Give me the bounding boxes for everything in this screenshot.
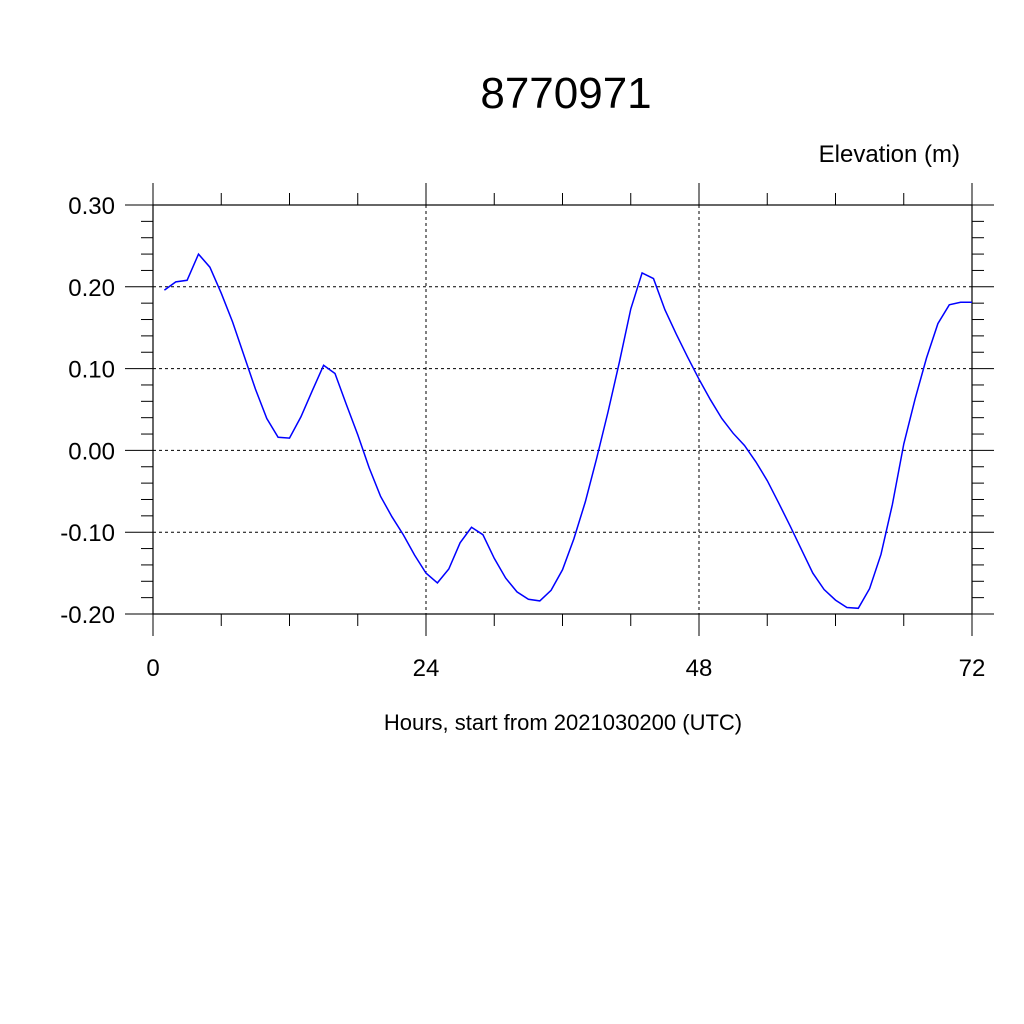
x-tick-labels: 0 24 48 72 — [146, 655, 985, 682]
y-tick-label: 0.20 — [68, 275, 115, 302]
y-tick-label: -0.20 — [60, 602, 115, 629]
plot-frame — [152, 204, 973, 615]
y-tick-label: -0.10 — [60, 520, 115, 547]
x-tick-label: 24 — [413, 655, 440, 682]
chart-title: 8770971 — [480, 69, 651, 118]
x-tick-label: 0 — [146, 655, 159, 682]
y-tick-label: 0.10 — [68, 357, 115, 384]
y-tick-label: 0.00 — [68, 438, 115, 465]
y-axis-label: Elevation (m) — [819, 141, 960, 168]
x-tick-label: 48 — [686, 655, 713, 682]
series-line — [163, 252, 972, 610]
x-axis-label: Hours, start from 2021030200 (UTC) — [384, 710, 742, 735]
x-tick-label: 72 — [959, 655, 986, 682]
y-tick-label: 0.30 — [68, 193, 115, 220]
y-tick-labels: 0.30 0.20 0.10 0.00 -0.10 -0.20 — [60, 193, 115, 629]
grid — [152, 204, 973, 615]
ticks — [125, 183, 994, 636]
